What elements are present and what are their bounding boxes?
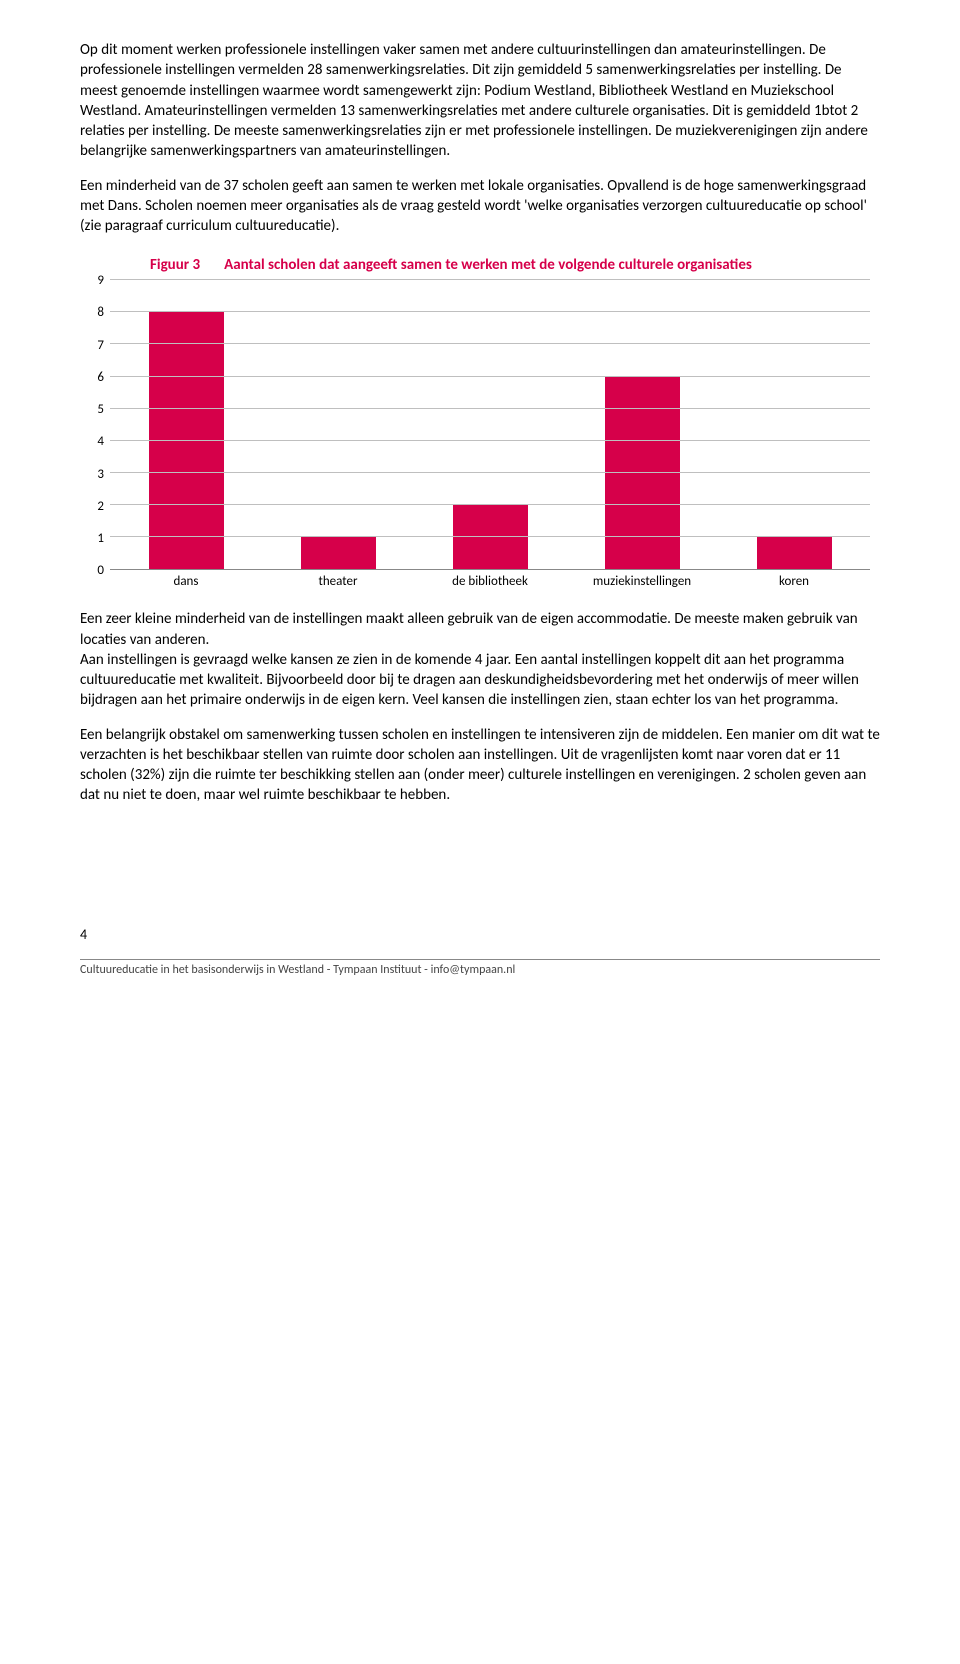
x-tick-label: koren xyxy=(734,574,854,589)
figure-title: Aantal scholen dat aangeeft samen te wer… xyxy=(224,256,752,274)
x-tick-label: muziekinstellingen xyxy=(582,574,702,589)
bar xyxy=(453,505,528,569)
page-number: 4 xyxy=(80,926,880,943)
figure-number: Figuur 3 xyxy=(150,256,200,274)
y-axis: 0123456789 xyxy=(90,280,110,570)
x-axis: dans theater de bibliotheek muziekinstellin… xyxy=(110,570,870,589)
x-tick-label: de bibliotheek xyxy=(430,574,550,589)
bar-chart: 0123456789 dans theater de bibliotheek muzi… xyxy=(90,280,870,589)
bar xyxy=(149,312,224,569)
bars-container xyxy=(110,280,870,569)
x-tick-label: dans xyxy=(126,574,246,589)
footer-text: Cultuureducatie in het basisonderwijs in… xyxy=(80,959,880,977)
figure-caption: Figuur 3 Aantal scholen dat aangeeft sam… xyxy=(150,256,880,274)
bar xyxy=(757,537,832,569)
paragraph-4: Een belangrijk obstakel om samenwerking … xyxy=(80,725,880,806)
x-tick-label: theater xyxy=(278,574,398,589)
bar xyxy=(301,537,376,569)
paragraph-1: Op dit moment werken professionele inste… xyxy=(80,40,880,162)
page-footer: 4 Cultuureducatie in het basisonderwijs … xyxy=(80,926,880,977)
paragraph-3: Een zeer kleine minderheid van de instel… xyxy=(80,609,880,710)
bar xyxy=(605,377,680,570)
chart-grid xyxy=(110,280,870,570)
paragraph-2: Een minderheid van de 37 scholen geeft a… xyxy=(80,176,880,237)
